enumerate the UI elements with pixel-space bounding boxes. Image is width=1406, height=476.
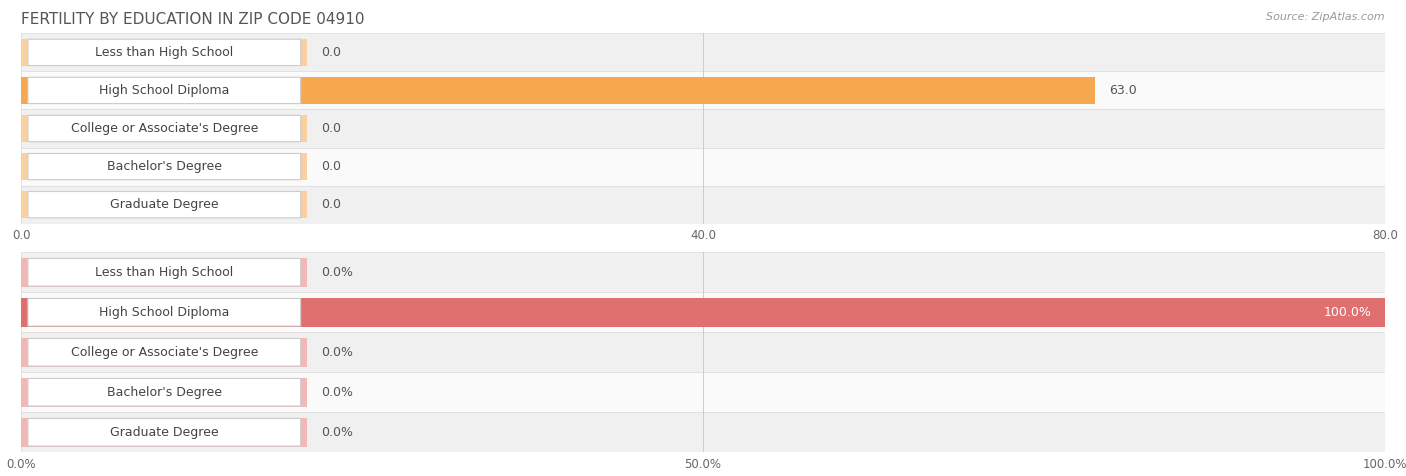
Text: 100.0%: 100.0% bbox=[1323, 306, 1371, 319]
Bar bbox=[21, 115, 308, 142]
Text: 0.0%: 0.0% bbox=[321, 426, 353, 439]
Text: High School Diploma: High School Diploma bbox=[98, 306, 229, 319]
Bar bbox=[21, 153, 308, 180]
Bar bbox=[21, 378, 308, 407]
Text: College or Associate's Degree: College or Associate's Degree bbox=[70, 346, 257, 359]
Text: 0.0%: 0.0% bbox=[321, 386, 353, 399]
FancyBboxPatch shape bbox=[28, 258, 301, 286]
FancyBboxPatch shape bbox=[28, 378, 301, 406]
Text: Graduate Degree: Graduate Degree bbox=[110, 198, 218, 211]
Bar bbox=[21, 298, 1385, 327]
Bar bbox=[21, 412, 1385, 452]
Text: 0.0: 0.0 bbox=[321, 122, 342, 135]
Text: Graduate Degree: Graduate Degree bbox=[110, 426, 218, 439]
Text: Bachelor's Degree: Bachelor's Degree bbox=[107, 386, 222, 399]
Bar bbox=[21, 39, 308, 66]
Bar bbox=[21, 338, 308, 367]
Bar bbox=[21, 33, 1385, 71]
Bar bbox=[21, 148, 1385, 186]
Bar bbox=[21, 332, 1385, 372]
Bar bbox=[21, 71, 1385, 109]
Bar bbox=[21, 258, 308, 287]
Text: 0.0: 0.0 bbox=[321, 46, 342, 59]
Bar bbox=[21, 109, 1385, 148]
Text: Less than High School: Less than High School bbox=[96, 46, 233, 59]
Bar bbox=[21, 77, 1095, 104]
Text: 0.0%: 0.0% bbox=[321, 346, 353, 359]
FancyBboxPatch shape bbox=[28, 77, 301, 104]
Bar bbox=[21, 418, 308, 446]
Text: Bachelor's Degree: Bachelor's Degree bbox=[107, 160, 222, 173]
Text: 0.0: 0.0 bbox=[321, 160, 342, 173]
Bar bbox=[21, 191, 308, 218]
Text: Source: ZipAtlas.com: Source: ZipAtlas.com bbox=[1267, 12, 1385, 22]
Text: 0.0: 0.0 bbox=[321, 198, 342, 211]
FancyBboxPatch shape bbox=[28, 298, 301, 326]
Bar bbox=[21, 292, 1385, 332]
FancyBboxPatch shape bbox=[28, 191, 301, 218]
Text: Less than High School: Less than High School bbox=[96, 266, 233, 279]
Text: College or Associate's Degree: College or Associate's Degree bbox=[70, 122, 257, 135]
FancyBboxPatch shape bbox=[28, 338, 301, 366]
Text: FERTILITY BY EDUCATION IN ZIP CODE 04910: FERTILITY BY EDUCATION IN ZIP CODE 04910 bbox=[21, 12, 364, 27]
FancyBboxPatch shape bbox=[28, 39, 301, 66]
Text: 63.0: 63.0 bbox=[1109, 84, 1136, 97]
Bar bbox=[21, 186, 1385, 224]
FancyBboxPatch shape bbox=[28, 418, 301, 446]
Bar bbox=[21, 252, 1385, 292]
Text: 0.0%: 0.0% bbox=[321, 266, 353, 279]
FancyBboxPatch shape bbox=[28, 115, 301, 142]
Text: High School Diploma: High School Diploma bbox=[98, 84, 229, 97]
FancyBboxPatch shape bbox=[28, 153, 301, 180]
Bar bbox=[21, 372, 1385, 412]
